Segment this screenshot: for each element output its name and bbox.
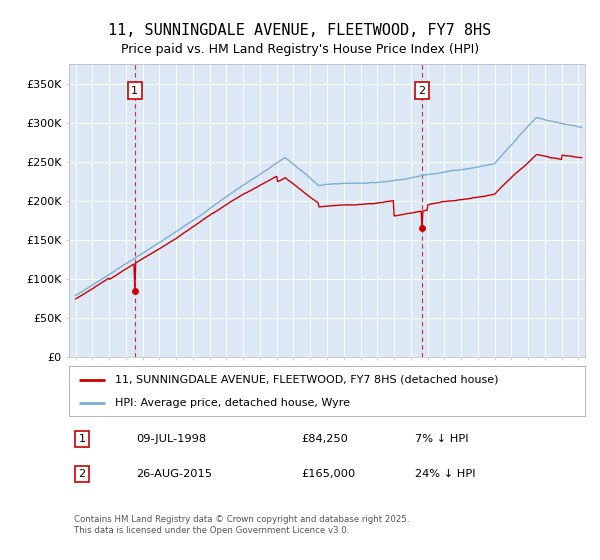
Text: HPI: Average price, detached house, Wyre: HPI: Average price, detached house, Wyre xyxy=(115,398,350,408)
Text: 26-AUG-2015: 26-AUG-2015 xyxy=(136,469,212,479)
Text: 2: 2 xyxy=(79,469,85,479)
Text: 1: 1 xyxy=(131,86,138,96)
Text: 11, SUNNINGDALE AVENUE, FLEETWOOD, FY7 8HS (detached house): 11, SUNNINGDALE AVENUE, FLEETWOOD, FY7 8… xyxy=(115,375,499,385)
Text: £165,000: £165,000 xyxy=(301,469,355,479)
Text: 7% ↓ HPI: 7% ↓ HPI xyxy=(415,434,469,444)
Text: 1: 1 xyxy=(79,434,85,444)
Text: 09-JUL-1998: 09-JUL-1998 xyxy=(136,434,206,444)
Text: 11, SUNNINGDALE AVENUE, FLEETWOOD, FY7 8HS: 11, SUNNINGDALE AVENUE, FLEETWOOD, FY7 8… xyxy=(109,24,491,38)
Text: £84,250: £84,250 xyxy=(301,434,348,444)
Text: 24% ↓ HPI: 24% ↓ HPI xyxy=(415,469,475,479)
Text: 2: 2 xyxy=(418,86,425,96)
Text: Price paid vs. HM Land Registry's House Price Index (HPI): Price paid vs. HM Land Registry's House … xyxy=(121,43,479,56)
Text: Contains HM Land Registry data © Crown copyright and database right 2025.
This d: Contains HM Land Registry data © Crown c… xyxy=(74,515,410,535)
